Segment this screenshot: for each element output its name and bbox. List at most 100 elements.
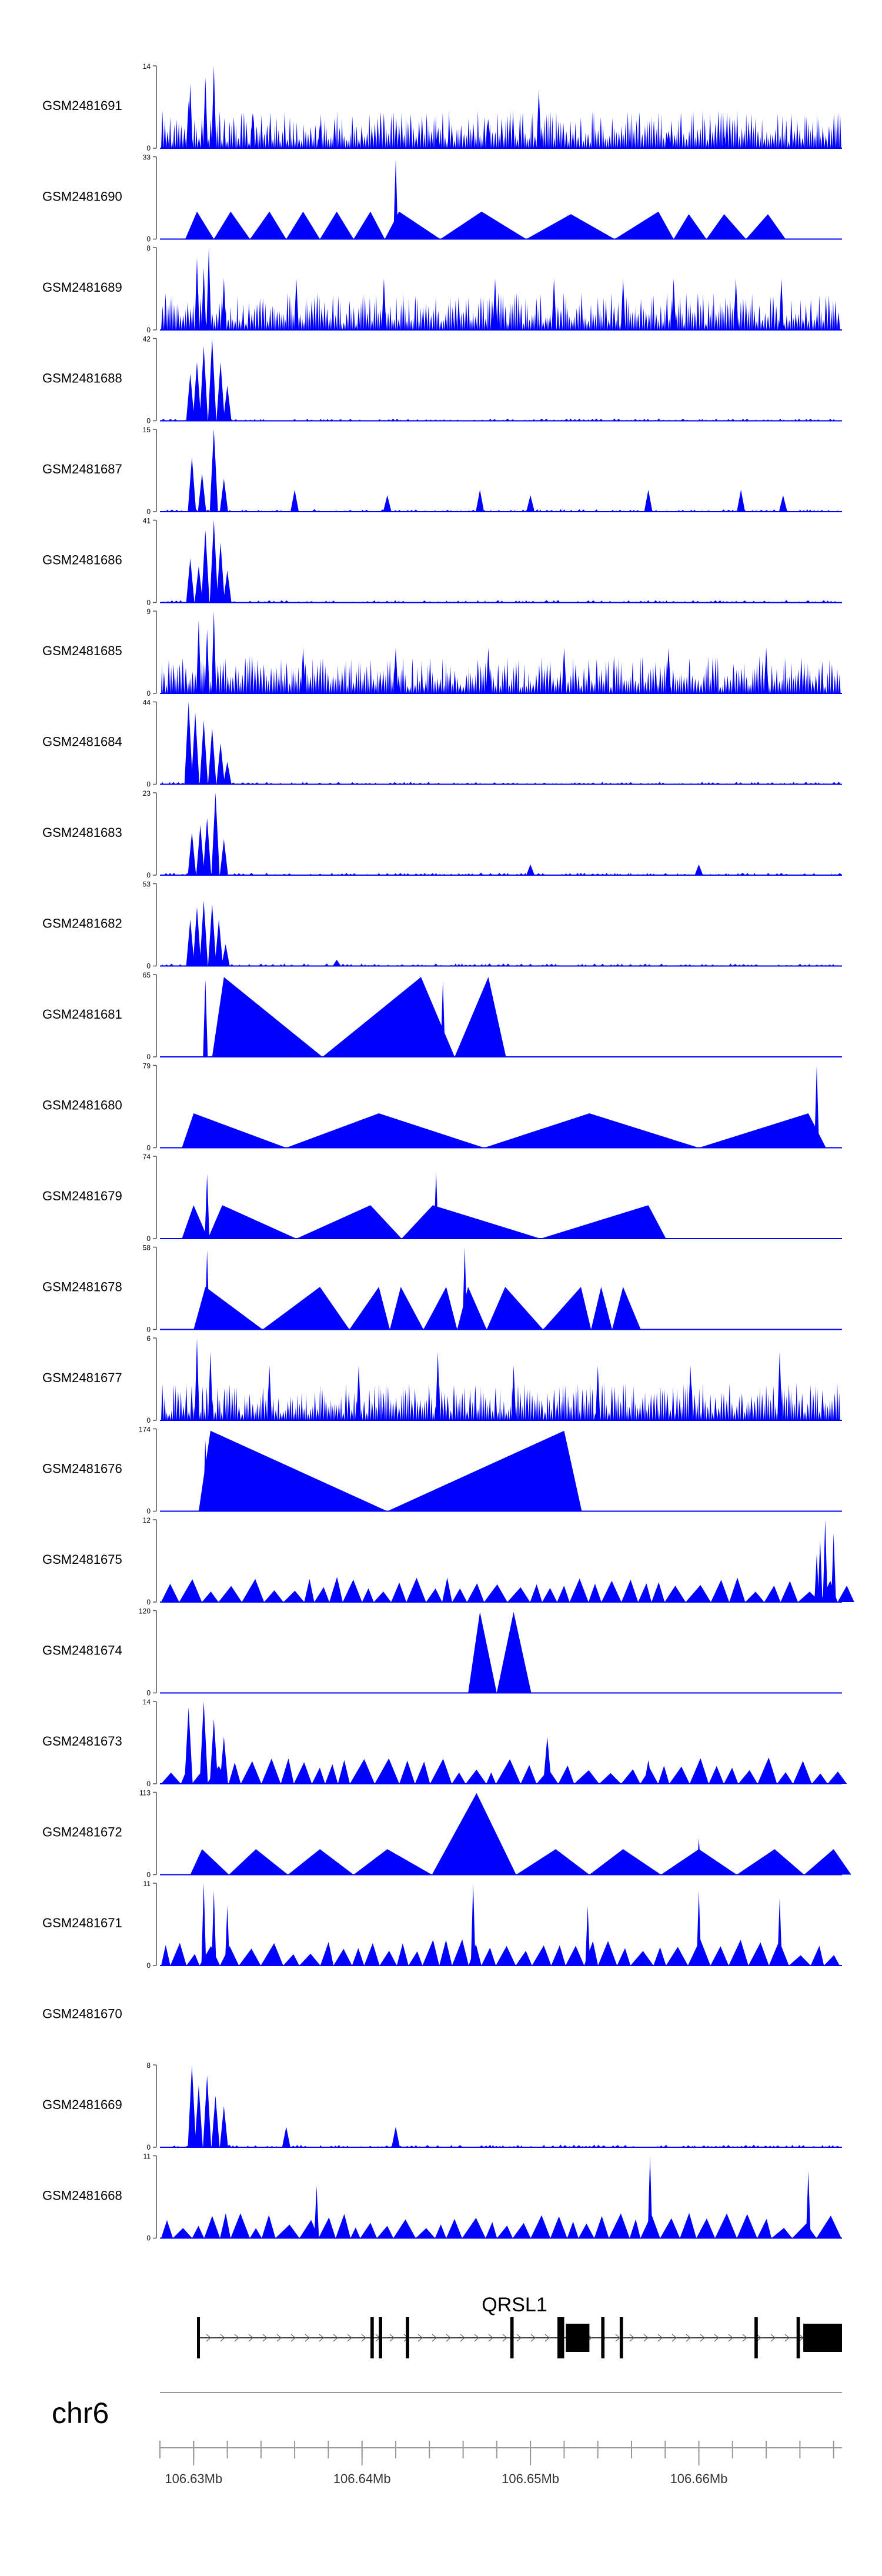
track-label: GSM2481684 [42, 735, 122, 749]
coverage-peak [225, 1906, 230, 1966]
coverage-peak [219, 479, 228, 512]
coverage-peak [188, 84, 193, 148]
coverage-peak [216, 743, 225, 785]
coverage-peak [486, 648, 491, 693]
coverage-peak [208, 338, 216, 421]
coverage-area [161, 1382, 841, 1420]
coverage-peak [393, 159, 398, 239]
gene-exon [406, 2317, 409, 2358]
coverage-area [161, 111, 841, 148]
coverage-peak [203, 979, 208, 1057]
gene-exon [510, 2317, 514, 2358]
coverage-area [161, 2213, 841, 2238]
track-GSM2481678: GSM2481678 58 0 [42, 1244, 842, 1334]
coverage-peak [314, 2185, 319, 2238]
coverage-peak [193, 362, 201, 421]
track-GSM2481688: GSM2481688 42 0 [42, 335, 842, 425]
track-label: GSM2481678 [42, 1280, 122, 1294]
coverage-peak [184, 1707, 193, 1784]
y-max-label: 120 [139, 1607, 151, 1616]
strand-arrow [361, 2334, 366, 2342]
coverage-peak [199, 900, 208, 966]
coverage-peak [209, 520, 218, 603]
coverage-peak [219, 1737, 228, 1784]
strand-arrow [799, 2334, 804, 2342]
coverage-peak [221, 278, 226, 330]
coverage-area [161, 418, 841, 421]
coverage-peak [694, 864, 703, 875]
strand-arrow [474, 2334, 479, 2342]
coverage-peak [435, 131, 440, 148]
coverage-peak [536, 89, 542, 148]
track-GSM2481670: GSM2481670 [42, 2007, 122, 2021]
strand-arrow [784, 2334, 790, 2342]
strand-arrow [389, 2334, 395, 2342]
y-min-label: 0 [146, 1689, 151, 1697]
coverage-peak [216, 362, 225, 421]
coverage-peak [211, 1890, 216, 1966]
track-label: GSM2481686 [42, 553, 122, 568]
coverage-peak [764, 648, 769, 693]
y-max-label: 79 [143, 1062, 151, 1070]
gene-exon [557, 2317, 564, 2358]
gene-exon [379, 2317, 382, 2358]
y-min-label: 0 [146, 1234, 151, 1243]
coverage-peak [194, 2086, 203, 2147]
track-GSM2481674: GSM2481674 120 0 [42, 1607, 842, 1697]
y-max-label: 58 [143, 1244, 151, 1252]
coverage-peak [332, 959, 341, 966]
coverage-peak [647, 2155, 653, 2238]
track-GSM2481689: GSM2481689 8 0 [42, 244, 842, 334]
y-min-label: 0 [146, 2234, 151, 2243]
strand-arrow [276, 2334, 282, 2342]
coverage-peak [201, 1883, 206, 1966]
coverage-peak [221, 944, 230, 966]
strand-arrow [305, 2334, 310, 2342]
track-label: GSM2481677 [42, 1370, 122, 1385]
coverage-peak [203, 2075, 212, 2147]
strand-arrow [488, 2334, 493, 2342]
genome-axis: chr6 106.63Mb 106.64Mb 106.65Mb 106.66Mb [52, 2392, 842, 2486]
strand-arrow [643, 2334, 649, 2342]
tracks-group: GSM2481691140GSM2481690330GSM248168980GS… [42, 62, 854, 2243]
strand-arrow [460, 2334, 465, 2342]
coverage-peak [211, 793, 220, 875]
coverage-peak [223, 762, 232, 785]
coverage-peak [195, 258, 199, 330]
coverage-peak [779, 495, 787, 512]
coverage-peak [696, 1890, 701, 1966]
track-label: GSM2481672 [42, 1825, 122, 1840]
y-max-label: 14 [143, 62, 151, 71]
track-GSM2481677: GSM2481677 6 0 [42, 1334, 842, 1424]
coverage-peak [199, 1701, 208, 1784]
strand-arrow [770, 2334, 776, 2342]
coverage-peak [666, 131, 671, 148]
track-label: GSM2481675 [42, 1552, 122, 1567]
coverage-area [162, 211, 841, 239]
coverage-peak [300, 648, 306, 693]
coverage-peak [644, 489, 653, 512]
coverage-peak [208, 1352, 213, 1420]
track-GSM2481681: GSM2481681 65 0 [42, 971, 842, 1061]
coverage-area [161, 1939, 841, 1966]
coverage-peak [211, 611, 216, 693]
track-GSM2481686: GSM2481686 41 0 [42, 517, 842, 607]
track-label: GSM2481690 [42, 189, 122, 204]
y-max-label: 74 [143, 1153, 151, 1161]
coverage-peak [215, 919, 223, 966]
coverage-peak [208, 903, 216, 966]
coverage-peak [565, 214, 570, 239]
y-min-label: 0 [146, 1144, 151, 1152]
coverage-peak [831, 1533, 836, 1602]
coverage-peak [205, 629, 210, 693]
y-max-label: 42 [143, 335, 151, 343]
strand-arrow [347, 2334, 352, 2342]
track-label: GSM2481673 [42, 1734, 122, 1749]
coverage-peak [205, 1174, 210, 1239]
y-max-label: 15 [143, 426, 151, 434]
coverage-peak [223, 385, 232, 421]
coverage-peak [206, 248, 212, 330]
gene-exon [370, 2317, 374, 2358]
coverage-peak [688, 1365, 693, 1420]
